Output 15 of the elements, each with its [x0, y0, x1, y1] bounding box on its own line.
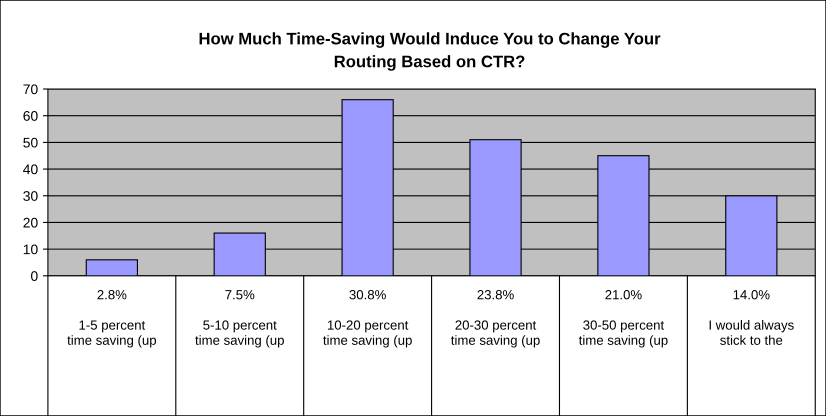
- category-label: 21.0% 30-50 percent time saving (up: [578, 290, 668, 348]
- category-label: 2.8% 1-5 percent time saving (up: [67, 290, 156, 348]
- y-tick-label: 70: [23, 84, 38, 94]
- y-tick-label: 30: [23, 191, 38, 201]
- chart-title: How Much Time-Saving Would Induce You to Change Your Routing Based on CTR?: [200, 32, 660, 71]
- y-tick-label: 10: [24, 244, 38, 254]
- y-tick-label: 20: [23, 218, 38, 228]
- y-tick-label: 0: [31, 271, 38, 281]
- y-tick-label: 50: [23, 138, 38, 148]
- category-label: 7.5% 5-10 percent time saving (up: [195, 290, 284, 348]
- y-tick-label: 40: [23, 164, 38, 174]
- category-label: 30.8% 10-20 percent time saving (up: [323, 290, 412, 348]
- category-label: 23.8% 20-30 percent time saving (up: [451, 290, 540, 348]
- y-tick-label: 60: [23, 111, 38, 121]
- category-label: 14.0% I would always stick to the: [710, 290, 794, 345]
